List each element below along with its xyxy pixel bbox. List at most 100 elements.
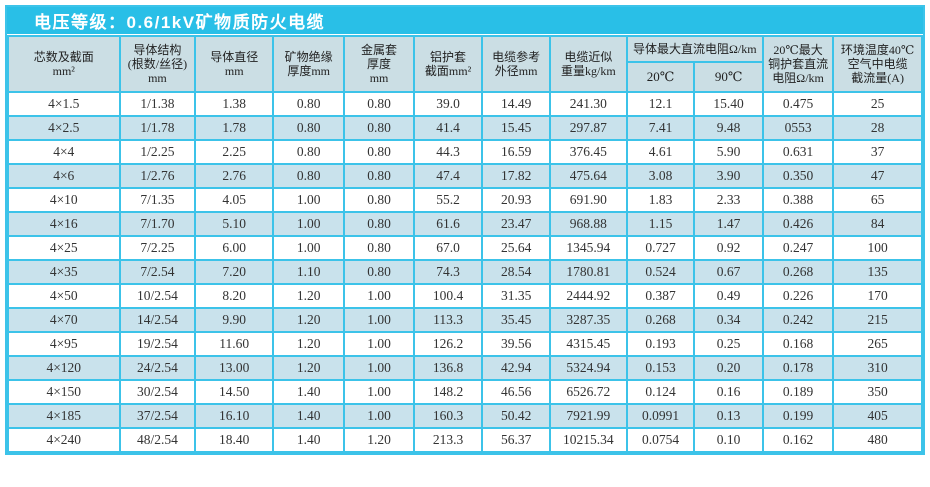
header-line: mm² <box>52 64 75 78</box>
column-header-dc-resistance-group: 导体最大直流电阻Ω/km <box>625 35 764 63</box>
cell: 0.80 <box>343 163 415 189</box>
cell: 4×10 <box>7 187 121 213</box>
cell: 31.35 <box>481 283 551 309</box>
cell: 7921.99 <box>548 403 628 429</box>
cell: 15.40 <box>693 91 764 117</box>
cell: 3.90 <box>693 163 764 189</box>
header-row: 芯数及截面 mm² 导体结构 (根数/丝径) mm 导体直径 mm 矿物绝缘 厚度mm 金属套 厚度… <box>7 35 923 93</box>
cell: 15.45 <box>481 115 551 141</box>
cell: 376.45 <box>548 139 628 165</box>
cell: 0.727 <box>625 235 696 261</box>
cell: 0.193 <box>625 331 696 357</box>
cell: 25.64 <box>481 235 551 261</box>
cell: 1.20 <box>272 307 346 333</box>
cell: 0.242 <box>761 307 835 333</box>
cell: 0.162 <box>761 427 835 453</box>
cell: 1.00 <box>343 403 415 429</box>
cell: 30/2.54 <box>118 379 197 405</box>
cable-spec-table: 芯数及截面 mm² 导体结构 (根数/丝径) mm 导体直径 mm 矿物绝缘 厚度mm 金属套 厚度… <box>7 35 923 453</box>
cell: 4.05 <box>194 187 275 213</box>
cell: 1.00 <box>272 235 346 261</box>
cell: 4×50 <box>7 283 121 309</box>
cell: 28 <box>832 115 923 141</box>
cell: 1.00 <box>343 379 415 405</box>
cell: 9.48 <box>693 115 764 141</box>
cell: 0.80 <box>272 91 346 117</box>
cell: 480 <box>832 427 923 453</box>
column-header-cu-sheath-resistance: 20℃最大 铜护套直流 电阻Ω/km <box>761 35 835 93</box>
cell: 4×35 <box>7 259 121 285</box>
table-row: 4×6 1/2.76 2.76 0.80 0.80 47.4 17.82 475.64 3.08… <box>7 163 923 189</box>
cell: 265 <box>832 331 923 357</box>
cell: 1780.81 <box>548 259 628 285</box>
table-row: 4×1.5 1/1.38 1.38 0.80 0.80 39.0 14.49 241.30 12… <box>7 91 923 117</box>
cell: 4×95 <box>7 331 121 357</box>
table-row: 4×120 24/2.54 13.00 1.20 1.00 136.8 42.94 5324.… <box>7 355 923 381</box>
header-line: 导体结构 <box>133 42 182 57</box>
cell: 0.20 <box>693 355 764 381</box>
cell: 1.00 <box>343 355 415 381</box>
table-title-bar: 电压等级：0.6/1kV矿物质防火电缆 <box>7 7 923 35</box>
column-header-metal-sheath-thickness: 金属套 厚度 mm <box>343 35 415 93</box>
table-row: 4×185 37/2.54 16.10 1.40 1.00 160.3 50.42 7921.… <box>7 403 923 429</box>
cell: 0.80 <box>272 163 346 189</box>
cell: 20.93 <box>481 187 551 213</box>
cell: 0.80 <box>343 187 415 213</box>
cell: 14.50 <box>194 379 275 405</box>
cell: 126.2 <box>412 331 484 357</box>
cell: 1.20 <box>343 427 415 453</box>
cell: 44.3 <box>412 139 484 165</box>
header-line: 导体直径 <box>210 49 259 64</box>
cell: 2.33 <box>693 187 764 213</box>
cell: 0.67 <box>693 259 764 285</box>
cell: 0.10 <box>693 427 764 453</box>
cell: 113.3 <box>412 307 484 333</box>
cell: 47.4 <box>412 163 484 189</box>
cell: 160.3 <box>412 403 484 429</box>
cell: 28.54 <box>481 259 551 285</box>
header-line: (根数/丝径) <box>127 56 188 71</box>
cell: 7/2.25 <box>118 235 197 261</box>
spec-table-body: 4×1.5 1/1.38 1.38 0.80 0.80 39.0 14.49 241.30 12… <box>7 91 923 453</box>
cell: 0.426 <box>761 211 835 237</box>
cell: 42.94 <box>481 355 551 381</box>
cell: 0.80 <box>272 115 346 141</box>
cell: 35.45 <box>481 307 551 333</box>
cell: 0.247 <box>761 235 835 261</box>
table-row: 4×16 7/1.70 5.10 1.00 0.80 61.6 23.47 968.88 1.1… <box>7 211 923 237</box>
cell: 1.20 <box>272 283 346 309</box>
cell: 0.350 <box>761 163 835 189</box>
cell: 17.82 <box>481 163 551 189</box>
header-line: mm <box>224 64 244 78</box>
cell: 4×6 <box>7 163 121 189</box>
cell: 5.10 <box>194 211 275 237</box>
cell: 50.42 <box>481 403 551 429</box>
header-line: 电缆参考 <box>492 49 541 64</box>
cell: 16.10 <box>194 403 275 429</box>
cell: 14.49 <box>481 91 551 117</box>
cell: 4×25 <box>7 235 121 261</box>
cell: 1.00 <box>272 187 346 213</box>
cell: 0.80 <box>343 259 415 285</box>
cell: 1345.94 <box>548 235 628 261</box>
cell: 7/1.70 <box>118 211 197 237</box>
cell: 148.2 <box>412 379 484 405</box>
header-line: 20℃最大 <box>773 42 823 57</box>
cell: 0.80 <box>343 235 415 261</box>
cell: 0.524 <box>625 259 696 285</box>
table-row: 4×10 7/1.35 4.05 1.00 0.80 55.2 20.93 691.90 1.8… <box>7 187 923 213</box>
cell: 100.4 <box>412 283 484 309</box>
cell: 405 <box>832 403 923 429</box>
cell: 4×150 <box>7 379 121 405</box>
table-row: 4×4 1/2.25 2.25 0.80 0.80 44.3 16.59 376.45 4.61… <box>7 139 923 165</box>
cell: 4×16 <box>7 211 121 237</box>
cell: 1.40 <box>272 403 346 429</box>
header-line: 厚度mm <box>287 64 331 78</box>
cell: 1.20 <box>272 331 346 357</box>
cell: 0.80 <box>343 139 415 165</box>
cell: 9.90 <box>194 307 275 333</box>
cell: 136.8 <box>412 355 484 381</box>
cell: 2.25 <box>194 139 275 165</box>
cell: 1.00 <box>343 331 415 357</box>
cell: 0.268 <box>625 307 696 333</box>
